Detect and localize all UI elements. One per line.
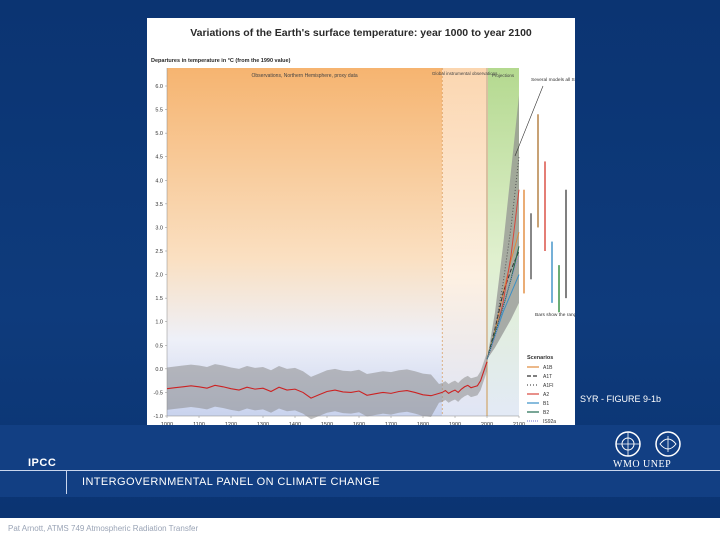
- wmo-logo-icon: [615, 431, 641, 457]
- legend-label-a1fi: A1FI: [543, 383, 554, 389]
- legend-label-a2: A2: [543, 392, 549, 398]
- y-tick-label: 0.0: [155, 367, 163, 373]
- instrumental-period-bg: [442, 68, 487, 416]
- legend-label-a1t: A1T: [543, 374, 552, 380]
- y-tick-label: 1.0: [155, 320, 163, 326]
- annotation-range-bars: Bars show the range in year 2100 produce…: [535, 312, 575, 318]
- legend-label-is92a: IS92a: [543, 419, 556, 425]
- annotation-arrow: [514, 85, 544, 157]
- observed-uncertainty-band: [167, 352, 487, 420]
- y-tick-label: 3.0: [155, 225, 163, 231]
- legend-box: [525, 352, 573, 428]
- temperature-chart: Variations of the Earth's surface temper…: [151, 27, 575, 428]
- figure-label: SYR - FIGURE 9-1b: [580, 394, 662, 404]
- legend-label-b2: B2: [543, 410, 549, 416]
- y-tick-label: 6.0: [155, 84, 163, 90]
- y-tick-label: -1.0: [154, 414, 163, 420]
- series-line-is92a: [486, 255, 520, 360]
- legend-label-a1b: A1B: [543, 365, 553, 371]
- ipcc-abbreviation: IPCC: [28, 457, 57, 469]
- slide-background: Variations of the Earth's surface temper…: [0, 0, 720, 518]
- legend-label-b1: B1: [543, 401, 549, 407]
- y-tick-label: -0.5: [154, 390, 163, 396]
- chart-panel: Variations of the Earth's surface temper…: [147, 18, 575, 428]
- logo-caption: WMO UNEP: [613, 459, 672, 470]
- y-tick-label: 4.0: [155, 178, 163, 184]
- y-tick-label: 1.5: [155, 296, 163, 302]
- ipcc-band: [0, 425, 720, 497]
- proxy-period-bg: [167, 68, 443, 416]
- y-tick-label: 0.5: [155, 343, 163, 349]
- footer-credit: Pat Arnott, ATMS 749 Atmospheric Radiati…: [8, 524, 199, 533]
- proxy-period-label: Observations, Northern Hemisphere, proxy…: [252, 73, 358, 79]
- y-tick-label: 4.5: [155, 155, 163, 161]
- y-tick-label: 2.0: [155, 273, 163, 279]
- band-vertical-divider: [66, 470, 67, 494]
- annotation-models-envelope: Several models all SRES envelope: [531, 77, 575, 83]
- unep-logo-icon: [655, 431, 681, 457]
- organization-name: INTERGOVERNMENTAL PANEL ON CLIMATE CHANG…: [82, 476, 380, 488]
- y-tick-label: 5.0: [155, 131, 163, 137]
- band-divider: [0, 470, 720, 471]
- observed-temperature-line: [166, 361, 488, 399]
- series-line-a1fi: [486, 156, 520, 360]
- instrumental-period-label: Global instrumental observations: [432, 71, 498, 76]
- wmo-unep-logos: [615, 431, 681, 457]
- y-tick-label: 3.5: [155, 202, 163, 208]
- projection-period-label: Projections: [492, 73, 515, 78]
- y-tick-label: 2.5: [155, 249, 163, 255]
- legend-title: Scenarios: [527, 355, 553, 361]
- y-tick-label: 5.5: [155, 108, 163, 114]
- chart-title: Variations of the Earth's surface temper…: [190, 27, 532, 39]
- y-axis-label: Departures in temperature in °C (from th…: [151, 58, 291, 64]
